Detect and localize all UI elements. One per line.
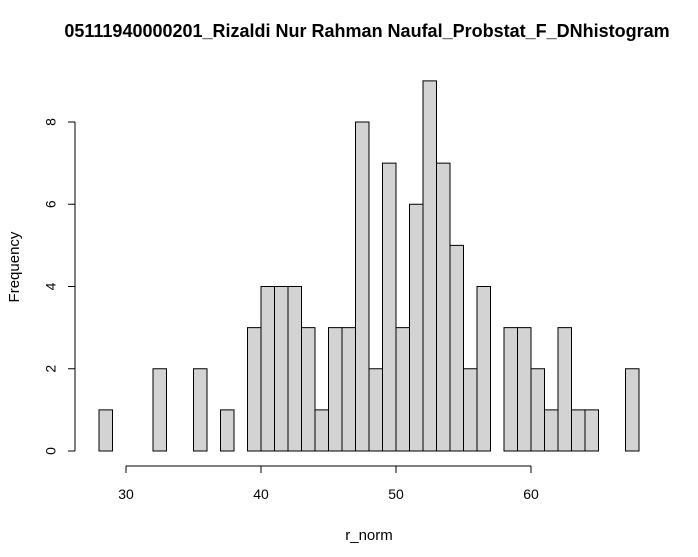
histogram-bar <box>328 327 343 452</box>
histogram-bar <box>449 244 464 452</box>
histogram-bar <box>409 203 424 452</box>
histogram-bar <box>395 327 410 452</box>
histogram-bar <box>301 327 316 452</box>
x-tick-label: 60 <box>523 486 539 502</box>
histogram-bar <box>287 286 302 452</box>
histogram-bar <box>382 162 397 452</box>
y-tick-label: 6 <box>43 200 59 208</box>
histogram-bar <box>314 409 329 452</box>
histogram-bar <box>571 409 586 452</box>
histogram-bar <box>341 327 356 452</box>
histogram-bar <box>517 327 532 452</box>
histogram-bar <box>368 368 383 452</box>
bars-group <box>98 80 640 452</box>
histogram-bar <box>557 327 572 452</box>
histogram-bar <box>355 121 370 452</box>
y-axis: 0 2 4 6 8 <box>43 118 76 455</box>
x-axis-label: r_norm <box>345 527 393 544</box>
histogram-bar <box>98 409 113 452</box>
y-tick-label: 4 <box>43 282 59 290</box>
histogram-bar <box>625 368 640 452</box>
histogram-bar <box>463 368 478 452</box>
histogram-bar <box>274 286 289 452</box>
histogram-bar <box>247 327 262 452</box>
histogram-bar <box>476 286 491 452</box>
histogram-bar <box>193 368 208 452</box>
x-tick-label: 50 <box>388 486 404 502</box>
x-axis: 30 40 50 60 <box>118 465 539 502</box>
histogram-bar <box>260 286 275 452</box>
y-tick-label: 8 <box>43 118 59 126</box>
histogram-bar <box>544 409 559 452</box>
histogram-bar <box>436 162 451 452</box>
chart-title: 05111940000201_Rizaldi Nur Rahman Naufal… <box>64 21 669 41</box>
histogram-bar <box>530 368 545 452</box>
y-axis-label: Frequency <box>6 231 23 302</box>
histogram-bar <box>503 327 518 452</box>
y-tick-label: 0 <box>43 447 59 455</box>
histogram-bar <box>584 409 599 452</box>
x-tick-label: 40 <box>253 486 269 502</box>
x-tick-label: 30 <box>118 486 134 502</box>
histogram-bar <box>220 409 235 452</box>
y-tick-label: 2 <box>43 365 59 373</box>
histogram-bar <box>152 368 167 452</box>
histogram-bar <box>422 80 437 452</box>
